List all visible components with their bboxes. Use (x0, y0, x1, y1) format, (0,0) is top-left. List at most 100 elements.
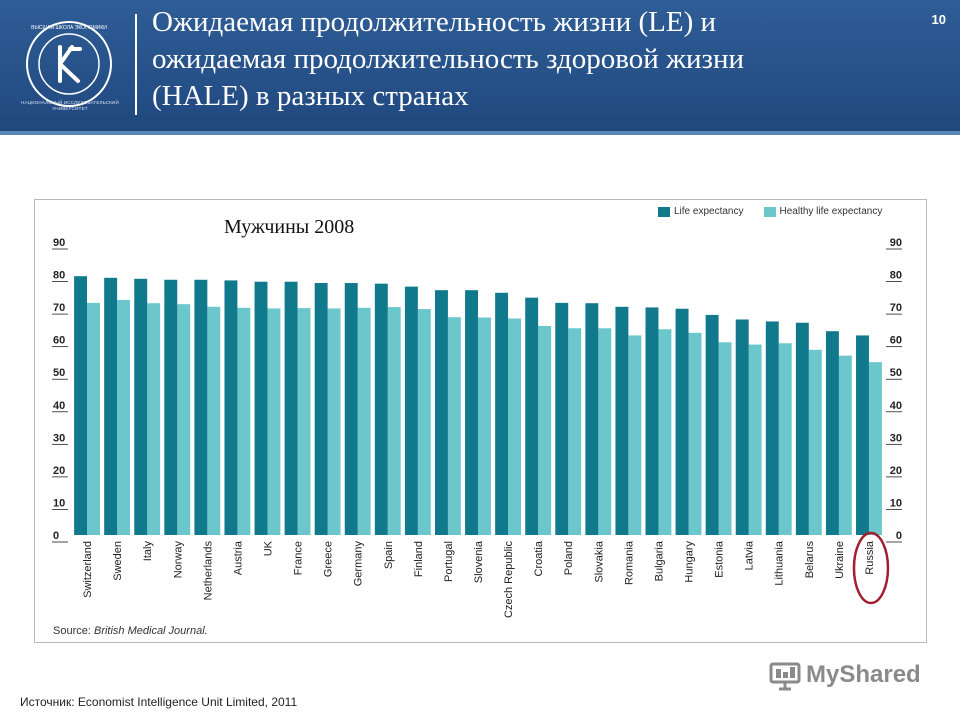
x-tick-label: Germany (353, 541, 365, 587)
bar-le-russia (856, 335, 869, 535)
bar-hale-czech-republic (508, 318, 522, 535)
bar-hale-greece (327, 308, 341, 535)
x-tick-label: Russia (864, 540, 876, 575)
bar-hale-uk (267, 308, 281, 535)
x-tick-label: Bulgaria (653, 540, 665, 581)
x-tick-label: Sweden (112, 541, 124, 581)
bar-le-greece (314, 283, 328, 535)
chart-title: Мужчины 2008 (224, 216, 355, 238)
header-underline (0, 131, 960, 135)
bar-hale-poland (568, 328, 582, 535)
x-tick-label: UK (262, 540, 274, 556)
x-tick-label: Slovenia (473, 540, 485, 583)
page-title: Ожидаемая продолжительность жизни (LE) и… (152, 4, 912, 115)
y-tick-right: 80 (890, 270, 902, 282)
bar-hale-germany (357, 307, 371, 535)
bar-le-estonia (705, 314, 719, 535)
x-tick-label: Switzerland (82, 541, 94, 598)
bar-le-czech-republic (495, 292, 509, 535)
y-tick-right: 40 (890, 400, 902, 412)
bar-hale-bulgaria (658, 329, 672, 535)
slide-header: ВЫСШАЯ ШКОЛА ЭКОНОМИКИ НАЦИОНАЛЬНЫЙ ИССЛ… (0, 0, 960, 131)
bar-le-uk (254, 281, 268, 535)
y-tick-right: 60 (890, 335, 902, 347)
bar-hale-switzerland (87, 302, 100, 535)
bar-hale-lithuania (778, 343, 792, 535)
y-tick-left: 60 (53, 335, 65, 347)
y-tick-right: 0 (896, 530, 902, 542)
bar-le-poland (555, 302, 569, 535)
bar-hale-sweden (117, 299, 131, 535)
x-tick-label: Slovakia (593, 540, 605, 582)
legend-label-le: Life expectancy (674, 206, 744, 217)
bar-le-sweden (104, 277, 118, 535)
legend-label-hale: Healthy life expectancy (779, 206, 883, 217)
x-tick-label: Croatia (533, 540, 545, 576)
logo-ring-text: ВЫСШАЯ ШКОЛА ЭКОНОМИКИ (31, 25, 107, 31)
y-tick-left: 50 (53, 367, 65, 379)
bar-le-slovenia (465, 290, 478, 535)
bar-hale-croatia (538, 325, 552, 535)
bar-le-hungary (675, 308, 689, 535)
bar-le-romania (615, 306, 629, 535)
bar-le-lithuania (765, 321, 779, 535)
y-tick-left: 20 (53, 465, 65, 477)
title-line-1: Ожидаемая продолжительность жизни (LE) и (152, 6, 717, 38)
y-tick-right: 90 (890, 237, 902, 249)
title-line-2: ожидаемая продолжительность здоровой жиз… (152, 43, 745, 75)
bar-hale-estonia (718, 342, 732, 535)
bar-le-netherlands (194, 279, 208, 535)
y-tick-left: 70 (53, 302, 65, 314)
bar-le-france (284, 281, 298, 535)
watermark: MyShared (768, 657, 921, 693)
bar-le-bulgaria (645, 307, 659, 535)
legend-item-healthy-life-expectancy: Healthy life expectancy (763, 206, 883, 217)
x-tick-label: Poland (563, 541, 575, 575)
bar-le-austria (224, 280, 238, 535)
logo-caption: НАЦИОНАЛЬНЫЙ ИССЛЕДОВАТЕЛЬСКИЙ УНИВЕРСИТ… (21, 100, 119, 111)
chart-source-name: British Medical Journal. (93, 625, 208, 637)
bar-hale-slovakia (598, 328, 612, 535)
russia-highlight-circle (852, 531, 890, 605)
x-tick-label: Latvia (744, 540, 756, 570)
university-logo-icon: ВЫСШАЯ ШКОЛА ЭКОНОМИКИ (26, 21, 112, 107)
bar-hale-slovenia (478, 317, 491, 535)
slide-number: 10 (931, 12, 946, 27)
x-tick-label: Belarus (804, 541, 816, 579)
bar-hale-italy (147, 303, 161, 535)
presentation-icon (769, 662, 801, 691)
watermark-text: MyShared (806, 661, 921, 688)
x-tick-label: Spain (383, 541, 395, 569)
x-tick-label: Romania (623, 540, 635, 585)
y-tick-left: 90 (53, 237, 65, 249)
x-tick-label: Greece (323, 541, 335, 577)
bar-le-spain (374, 283, 388, 535)
x-tick-label: Netherlands (202, 541, 214, 601)
x-tick-label: Norway (172, 541, 184, 579)
bar-le-finland (404, 286, 418, 535)
x-tick-label: Lithuania (774, 540, 786, 586)
y-tick-right: 20 (890, 465, 902, 477)
x-tick-label: Hungary (684, 541, 696, 583)
bar-hale-russia (868, 362, 882, 535)
x-tick-label: Czech Republic (503, 541, 515, 619)
y-tick-right: 50 (890, 367, 902, 379)
bar-hale-finland (417, 309, 431, 535)
bar-hale-latvia (748, 344, 762, 535)
y-tick-right: 10 (890, 497, 902, 509)
x-tick-label: Estonia (714, 540, 726, 578)
bar-hale-romania (628, 335, 642, 535)
bar-le-portugal (434, 290, 448, 535)
y-tick-left: 10 (53, 497, 65, 509)
bar-le-italy (134, 278, 148, 535)
bar-hale-austria (237, 307, 251, 535)
bar-hale-netherlands (207, 306, 221, 535)
bar-le-slovakia (585, 303, 599, 535)
legend-swatch-hale (763, 206, 776, 217)
bar-le-belarus (795, 322, 809, 535)
chart-legend: Life expectancy Healthy life expectancy (658, 206, 902, 217)
bar-hale-portugal (447, 317, 461, 535)
bar-le-norway (164, 279, 178, 535)
bar-le-switzerland (74, 276, 88, 535)
